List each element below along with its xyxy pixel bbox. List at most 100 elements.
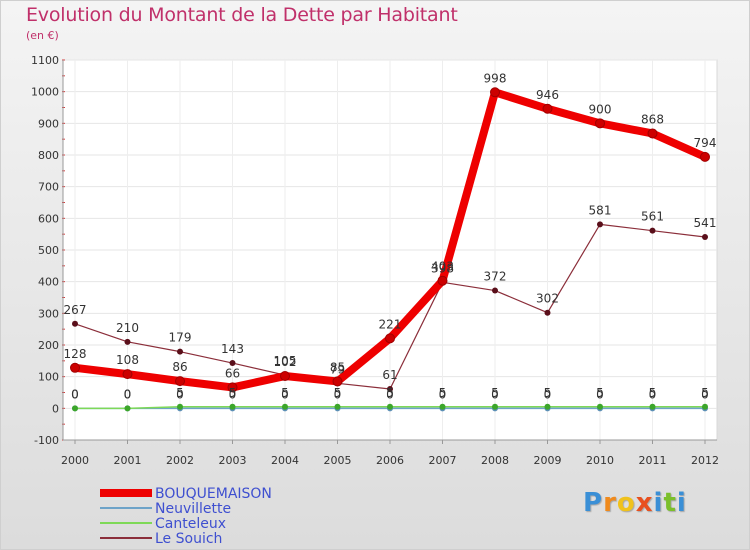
data-point-le-souich (492, 287, 498, 294)
data-point-bouquemaison (332, 376, 343, 387)
data-label-neuvillette: 0 (491, 387, 499, 401)
data-label-canteleux: 5 (176, 386, 184, 400)
x-tick-label: 2007 (429, 454, 457, 467)
x-tick-label: 2010 (586, 454, 614, 467)
logo-letter: i (676, 488, 687, 518)
data-point-canteleux (492, 403, 498, 410)
data-point-bouquemaison (280, 371, 290, 382)
logo-letter: o (616, 488, 636, 518)
data-label-neuvillette: 0 (544, 387, 552, 401)
data-label-le-souich: 210 (116, 321, 139, 335)
data-label-canteleux: 5 (649, 386, 657, 400)
data-label-neuvillette: 0 (649, 387, 657, 401)
legend-label-canteleux: Canteleux (155, 516, 226, 532)
y-tick-label: 300 (38, 307, 59, 320)
data-point-canteleux (702, 403, 708, 410)
data-point-le-souich (229, 360, 236, 367)
data-label-canteleux: 5 (596, 386, 604, 400)
x-tick-label: 2009 (534, 454, 562, 467)
data-label-le-souich: 143 (221, 342, 244, 356)
data-label-neuvillette: 0 (386, 387, 394, 401)
data-label-neuvillette: 0 (281, 387, 289, 401)
data-label-canteleux: 5 (281, 386, 289, 400)
data-label-neuvillette: 0 (701, 387, 709, 401)
data-label-neuvillette: 0 (229, 387, 237, 401)
data-label-neuvillette: 0 (124, 387, 132, 401)
data-label-bouquemaison: 868 (641, 112, 664, 126)
data-label-bouquemaison: 221 (379, 317, 402, 331)
data-point-bouquemaison (122, 369, 133, 380)
data-label-le-souich: 541 (694, 216, 717, 230)
data-label-bouquemaison: 128 (64, 347, 87, 361)
data-label-neuvillette: 0 (439, 387, 447, 401)
data-point-canteleux (544, 403, 551, 410)
x-tick-label: 2008 (481, 454, 509, 467)
data-point-bouquemaison (385, 333, 395, 344)
y-tick-label: 400 (38, 276, 59, 289)
data-point-bouquemaison (647, 128, 658, 139)
data-label-bouquemaison: 66 (225, 366, 240, 380)
data-point-bouquemaison (175, 376, 185, 387)
axes: -100010020030040050060070080090010001100… (31, 54, 719, 467)
data-label-le-souich: 372 (484, 270, 507, 284)
y-tick-label: 500 (38, 244, 59, 257)
data-label-canteleux: 5 (701, 386, 709, 400)
data-label-bouquemaison: 946 (536, 88, 559, 102)
data-labels: 267 210 179 143 105 79 61 398 372 302 581 561 541 0 0 0… (64, 71, 717, 401)
data-label-canteleux: 0 (124, 387, 132, 401)
data-label-canteleux: 5 (386, 386, 394, 400)
data-point-bouquemaison (437, 275, 448, 286)
proxiti-logo: Proxiti (583, 488, 687, 518)
data-label-le-souich: 581 (589, 203, 612, 217)
data-point-le-souich (649, 227, 656, 234)
logo-letter: r (603, 488, 617, 518)
series-group (70, 87, 710, 412)
data-label-le-souich: 302 (536, 292, 559, 306)
data-label-bouquemaison: 86 (172, 360, 187, 374)
y-tick-label: 700 (38, 181, 59, 194)
legend-label-bouquemaison: BOUQUEMAISON (155, 486, 272, 502)
data-label-bouquemaison: 108 (116, 353, 139, 367)
data-point-bouquemaison (595, 118, 605, 129)
data-label-le-souich: 105 (274, 354, 297, 368)
data-label-bouquemaison: 900 (589, 102, 612, 116)
data-point-le-souich (544, 309, 551, 316)
data-point-le-souich (387, 386, 393, 393)
y-tick-label: 0 (52, 402, 59, 415)
data-label-le-souich: 79 (330, 362, 345, 376)
x-tick-label: 2011 (639, 454, 667, 467)
y-tick-label: 100 (38, 371, 59, 384)
y-tick-label: 1000 (31, 86, 59, 99)
data-label-bouquemaison: 794 (694, 136, 717, 150)
x-tick-label: 2000 (61, 454, 89, 467)
data-label-neuvillette: 0 (71, 387, 79, 401)
data-point-canteleux (439, 403, 446, 410)
legend-label-neuvillette: Neuvillette (155, 501, 231, 517)
data-label-bouquemaison: 102 (274, 355, 297, 369)
data-label-canteleux: 5 (491, 386, 499, 400)
data-point-canteleux (334, 403, 341, 410)
data-label-le-souich: 398 (431, 261, 454, 275)
data-label-canteleux: 5 (544, 386, 552, 400)
data-point-le-souich (702, 234, 708, 241)
data-point-canteleux (124, 405, 131, 412)
x-tick-label: 2004 (271, 454, 299, 467)
data-point-canteleux (229, 403, 236, 410)
logo-letter: x (635, 488, 654, 518)
data-point-bouquemaison (542, 103, 553, 114)
y-tick-label: 1100 (31, 54, 59, 67)
y-tick-label: 800 (38, 149, 59, 162)
data-label-bouquemaison: 85 (330, 360, 345, 374)
data-label-canteleux: 5 (229, 386, 237, 400)
x-tick-label: 2003 (219, 454, 247, 467)
data-point-canteleux (649, 403, 656, 410)
data-label-neuvillette: 0 (596, 387, 604, 401)
y-tick-label: -100 (34, 434, 59, 447)
data-point-le-souich (72, 320, 78, 327)
data-point-canteleux (177, 403, 183, 410)
logo-letter: t (663, 488, 677, 518)
y-tick-label: 200 (38, 339, 59, 352)
data-point-canteleux (72, 405, 78, 412)
data-point-le-souich (124, 338, 131, 345)
